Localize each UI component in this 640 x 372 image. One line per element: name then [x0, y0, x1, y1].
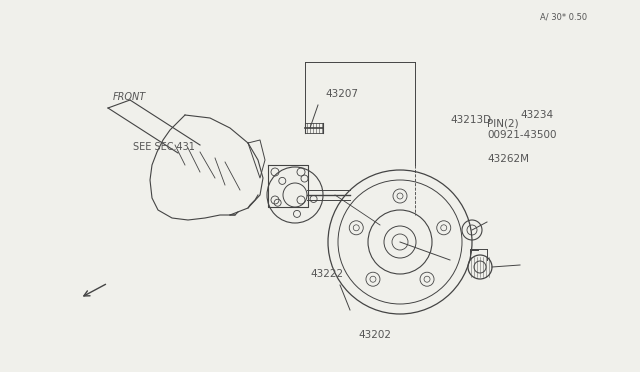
Text: 43202: 43202 [358, 330, 391, 340]
Text: 43207: 43207 [325, 89, 358, 99]
Text: SEE SEC.431: SEE SEC.431 [133, 142, 195, 152]
Text: FRONT: FRONT [113, 92, 147, 102]
Text: 43234: 43234 [520, 110, 553, 120]
Text: A/ 30* 0.50: A/ 30* 0.50 [540, 12, 587, 21]
Text: 43213D: 43213D [450, 115, 491, 125]
Text: 43222: 43222 [310, 269, 343, 279]
Text: 00921-43500: 00921-43500 [487, 130, 557, 140]
Text: 43262M: 43262M [487, 154, 529, 164]
Text: PIN(2): PIN(2) [487, 119, 518, 129]
